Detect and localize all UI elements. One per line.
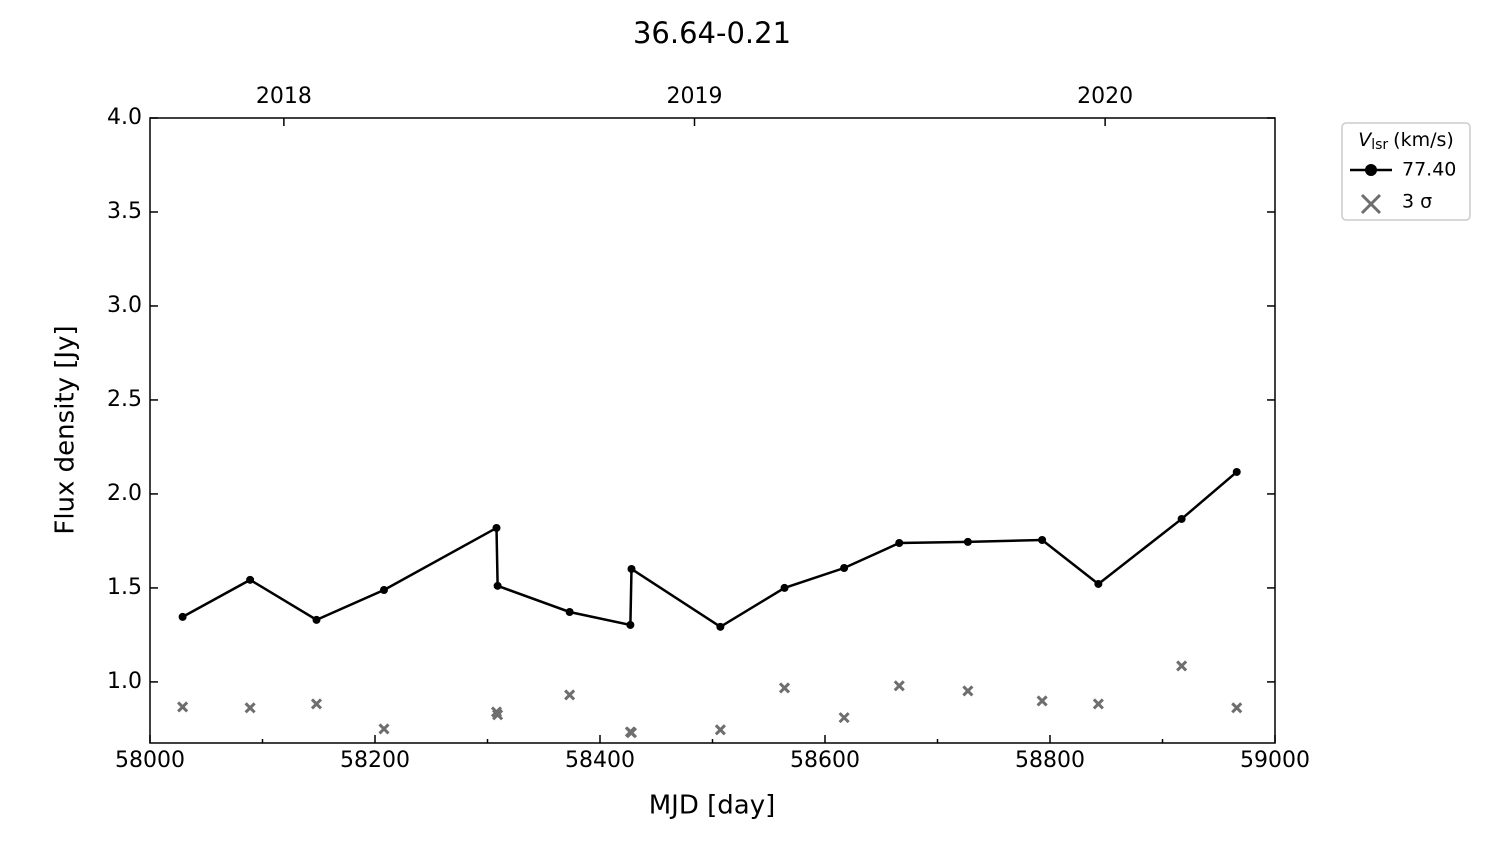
sigma-marker	[492, 709, 504, 721]
data-point	[493, 581, 502, 590]
x2-tick-label: 2019	[667, 84, 723, 109]
data-point	[895, 539, 904, 547]
y-tick-label: 1.0	[107, 669, 142, 694]
legend-title-subscript: lsr	[1371, 137, 1388, 153]
data-point	[627, 564, 636, 573]
x-tick-label: 59000	[1240, 748, 1310, 773]
plot-frame	[149, 117, 1276, 744]
data-point	[565, 607, 574, 616]
legend-label: 77.40	[1402, 159, 1456, 181]
y-tick-label: 4.0	[107, 105, 142, 130]
sigma-marker	[1092, 698, 1104, 710]
x-tick-label: 58200	[340, 748, 410, 773]
legend-box	[1341, 122, 1471, 221]
x2-tick-label: 2020	[1077, 84, 1133, 109]
data-point	[246, 575, 255, 584]
x-tick-label: 58000	[115, 748, 185, 773]
data-point	[626, 620, 635, 629]
sigma-marker	[1231, 702, 1243, 714]
y-tick-label: 2.0	[107, 481, 142, 506]
sigma-marker	[564, 689, 576, 701]
data-point	[716, 622, 725, 631]
legend-title: Vlsr (km/s)	[1358, 129, 1454, 154]
x2-tick-label: 2018	[256, 84, 312, 109]
y-axis-label: Flux density [Jy]	[51, 325, 81, 534]
sigma-marker	[244, 702, 256, 714]
y-tick-label: 3.0	[107, 293, 142, 318]
x-axis-label: MJD [day]	[649, 791, 776, 821]
chart-title: 36.64-0.21	[633, 16, 791, 50]
x-tick-label: 58800	[1015, 748, 1085, 773]
sigma-marker	[714, 724, 726, 736]
sigma-marker	[625, 727, 638, 739]
data-point	[840, 564, 849, 572]
legend-marker	[1360, 193, 1382, 215]
data-point	[1038, 535, 1047, 544]
legend-marker	[1365, 164, 1377, 176]
data-point	[1094, 579, 1103, 588]
data-point	[312, 615, 321, 624]
legend-label: 3 σ	[1402, 191, 1432, 213]
data-point	[780, 583, 789, 592]
sigma-marker	[893, 680, 905, 692]
data-point	[1177, 514, 1186, 523]
sigma-marker	[1176, 660, 1188, 672]
legend-title-symbol: V	[1358, 129, 1373, 151]
data-point	[963, 537, 972, 546]
sigma-marker	[310, 698, 323, 710]
legend-title-unit: (km/s)	[1393, 129, 1454, 151]
sigma-marker	[1036, 695, 1048, 707]
data-point	[1232, 467, 1241, 476]
sigma-marker	[962, 685, 974, 697]
y-tick-label: 3.5	[107, 199, 142, 224]
x-tick-label: 58400	[565, 748, 635, 773]
sigma-marker	[838, 712, 850, 724]
series-line	[182, 470, 1238, 629]
sigma-marker	[378, 723, 390, 735]
y-tick-label: 1.5	[107, 575, 142, 600]
data-point	[492, 523, 501, 532]
data-point	[380, 585, 388, 594]
sigma-marker	[778, 682, 791, 694]
y-tick-label: 2.5	[107, 387, 142, 412]
x-tick-label: 58600	[790, 748, 860, 773]
sigma-marker	[177, 701, 189, 713]
data-point	[178, 612, 187, 621]
